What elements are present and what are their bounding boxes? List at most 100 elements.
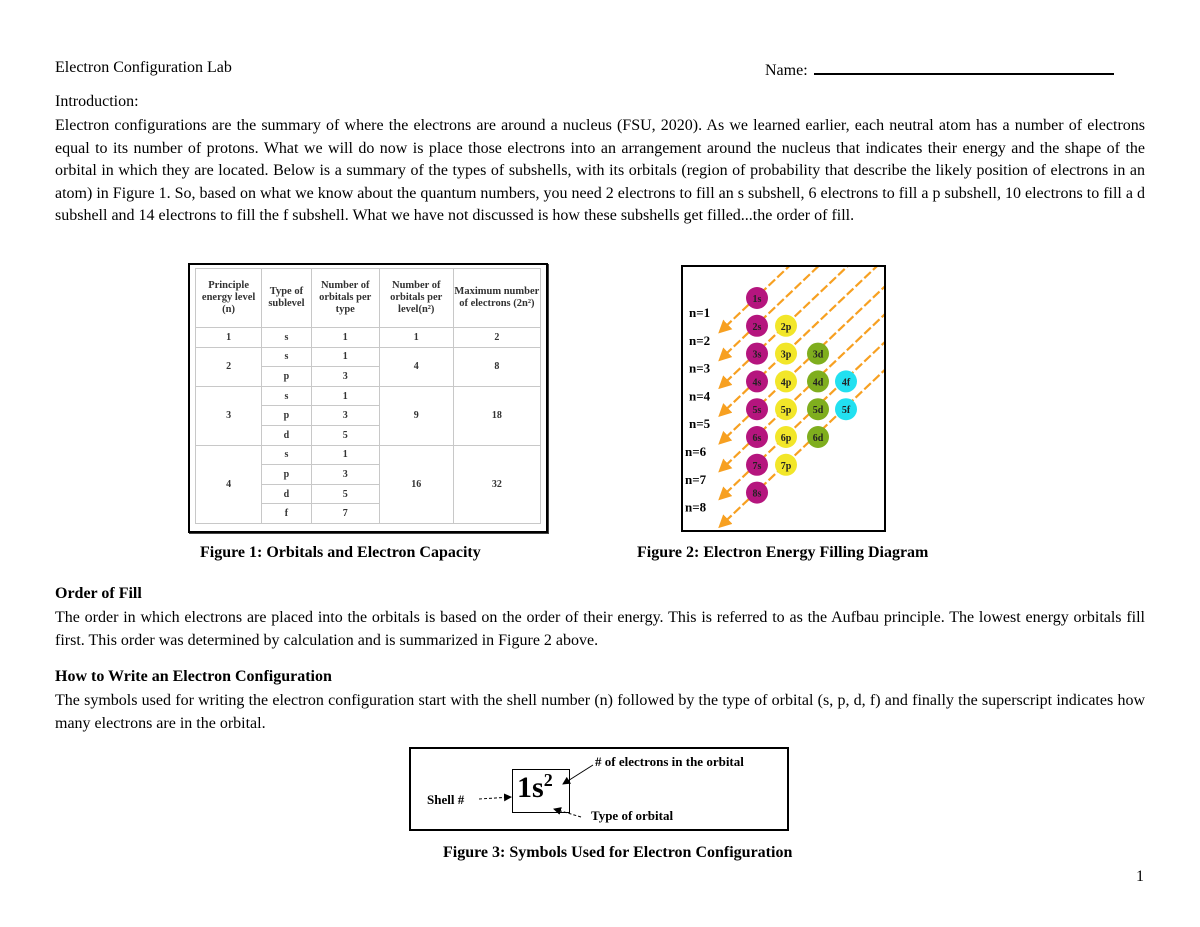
- cell-orbitals-per-type: 1: [310, 444, 380, 466]
- intro-heading: Introduction:: [55, 93, 139, 110]
- orbital-4f-circle: [835, 370, 857, 393]
- cell-sublevel: p: [261, 405, 312, 426]
- orbital-1s-circle: [746, 287, 768, 309]
- orbital-label: 6p: [781, 433, 792, 444]
- cell-sublevel: s: [261, 346, 312, 368]
- orbital-3s-circle: [746, 342, 768, 365]
- electrons-label: # of electrons in the orbital: [595, 754, 744, 769]
- orbital-7p-circle: [775, 453, 797, 476]
- cell-orbitals-per-type: 7: [310, 503, 380, 524]
- cell-max-electrons: 32: [452, 444, 542, 524]
- cell-orbitals-per-type: 3: [310, 464, 380, 485]
- orbital-label: 3s: [753, 350, 762, 361]
- orbital-label: 6d: [813, 433, 824, 444]
- level-label: n=4: [689, 388, 711, 403]
- figure-2-caption: Figure 2: Electron Energy Filling Diagra…: [637, 544, 929, 561]
- cell-orbitals-per-type: 1: [310, 346, 380, 368]
- level-label: n=3: [689, 361, 711, 376]
- orbital-label: 3p: [781, 350, 792, 361]
- level-label: n=1: [689, 305, 710, 320]
- orbital-label: 2s: [753, 322, 762, 333]
- cell-n: 2: [194, 346, 263, 387]
- cell-sublevel: s: [261, 385, 312, 407]
- cell-n: 3: [194, 385, 263, 446]
- cell-sublevel: s: [261, 327, 312, 348]
- orbital-5p-circle: [775, 398, 797, 421]
- config-symbol: 1s2: [517, 770, 553, 804]
- figure-1-caption: Figure 1: Orbitals and Electron Capacity: [200, 544, 481, 561]
- cell-orbitals-per-type: 1: [310, 327, 380, 348]
- cell-sublevel: p: [261, 366, 312, 387]
- table-row: 3 s 1 9 18: [194, 385, 542, 446]
- cell-n: 4: [194, 444, 263, 524]
- orbital-5f-circle: [835, 398, 857, 421]
- orbital-label: 5d: [813, 405, 824, 416]
- orbital-3p-circle: [775, 342, 797, 365]
- orbital-label: 5f: [842, 405, 851, 416]
- cell-orbitals-per-level: 16: [378, 444, 454, 524]
- cell-orbitals-per-type: 1: [310, 385, 380, 407]
- cell-orbitals-per-type: 3: [310, 366, 380, 387]
- cell-sublevel: f: [261, 503, 312, 524]
- cell-orbitals-per-type: 5: [310, 483, 380, 505]
- electrons-arrow: [562, 764, 594, 785]
- symbol-box: 1s2: [512, 769, 570, 813]
- figure-3-box: Shell # 1s2 # of electrons in the orbita…: [409, 747, 789, 831]
- orbital-label: 4s: [753, 377, 762, 388]
- cell-orbitals-per-level: 9: [378, 385, 454, 446]
- orbital-5d-circle: [807, 398, 829, 421]
- figure-3-arrows: [478, 764, 594, 818]
- orbital-4s-circle: [746, 370, 768, 393]
- orbital-3d-circle: [807, 342, 829, 365]
- orbital-4d-circle: [807, 370, 829, 393]
- figure-2-diagram: n=1 n=2 n=3 n=4 n=5 n=6 n=7 n=8 1s 2s 2p 3s 3p 3d 4s 4p…: [681, 138, 924, 532]
- name-field[interactable]: Name:: [765, 59, 1114, 80]
- level-label: n=2: [689, 333, 710, 348]
- cell-orbitals-per-type: 3: [310, 405, 380, 426]
- orbital-4p-circle: [775, 370, 797, 393]
- column-header: Number of orbitals per level(n²): [378, 268, 454, 328]
- level-label: n=7: [685, 472, 707, 487]
- level-label: n=8: [685, 500, 707, 515]
- cell-max-electrons: 18: [452, 385, 542, 446]
- orbital-label: 4d: [813, 377, 824, 388]
- cell-max-electrons: 8: [452, 346, 542, 387]
- orbital-label: 6s: [753, 433, 762, 444]
- cell-orbitals-per-level: 4: [378, 346, 454, 387]
- level-label: n=6: [685, 444, 707, 459]
- orbital-2p-circle: [775, 314, 797, 337]
- how-to-paragraph: The symbols used for writing the electro…: [55, 692, 1145, 732]
- orbital-7s-circle: [746, 453, 768, 476]
- orbital-label: 8s: [753, 489, 762, 500]
- orbital-6p-circle: [775, 426, 797, 448]
- cell-sublevel: d: [261, 424, 312, 446]
- config-superscript: 2: [543, 770, 553, 790]
- orbital-label: 4f: [842, 377, 851, 388]
- table-header-row: Principle energy level (n) Type of sublev…: [194, 268, 542, 328]
- cell-sublevel: p: [261, 464, 312, 485]
- cell-max-electrons: 2: [452, 327, 542, 348]
- cell-n: 1: [194, 327, 263, 348]
- document-title: Electron Configuration Lab: [55, 59, 232, 76]
- orbital-label: 7p: [781, 461, 792, 472]
- orbital-6s-circle: [746, 426, 768, 448]
- orbital-label: 2p: [781, 322, 792, 333]
- figure-3-caption: Figure 3: Symbols Used for Electron Conf…: [443, 844, 793, 861]
- orbital-label: 3d: [813, 350, 824, 361]
- intro-paragraph: Electron configurations are the summary …: [55, 117, 1145, 225]
- how-to-heading: How to Write an Electron Configuration: [55, 668, 332, 685]
- name-blank-line[interactable]: [813, 59, 1114, 75]
- figure-1-table: Principle energy level (n) Type of sublev…: [188, 263, 548, 533]
- name-label: Name:: [765, 62, 808, 79]
- orbital-2s-circle: [746, 314, 768, 337]
- filling-arrow: [718, 166, 924, 362]
- cell-sublevel: s: [261, 444, 312, 466]
- cell-orbitals-per-level: 1: [378, 327, 454, 348]
